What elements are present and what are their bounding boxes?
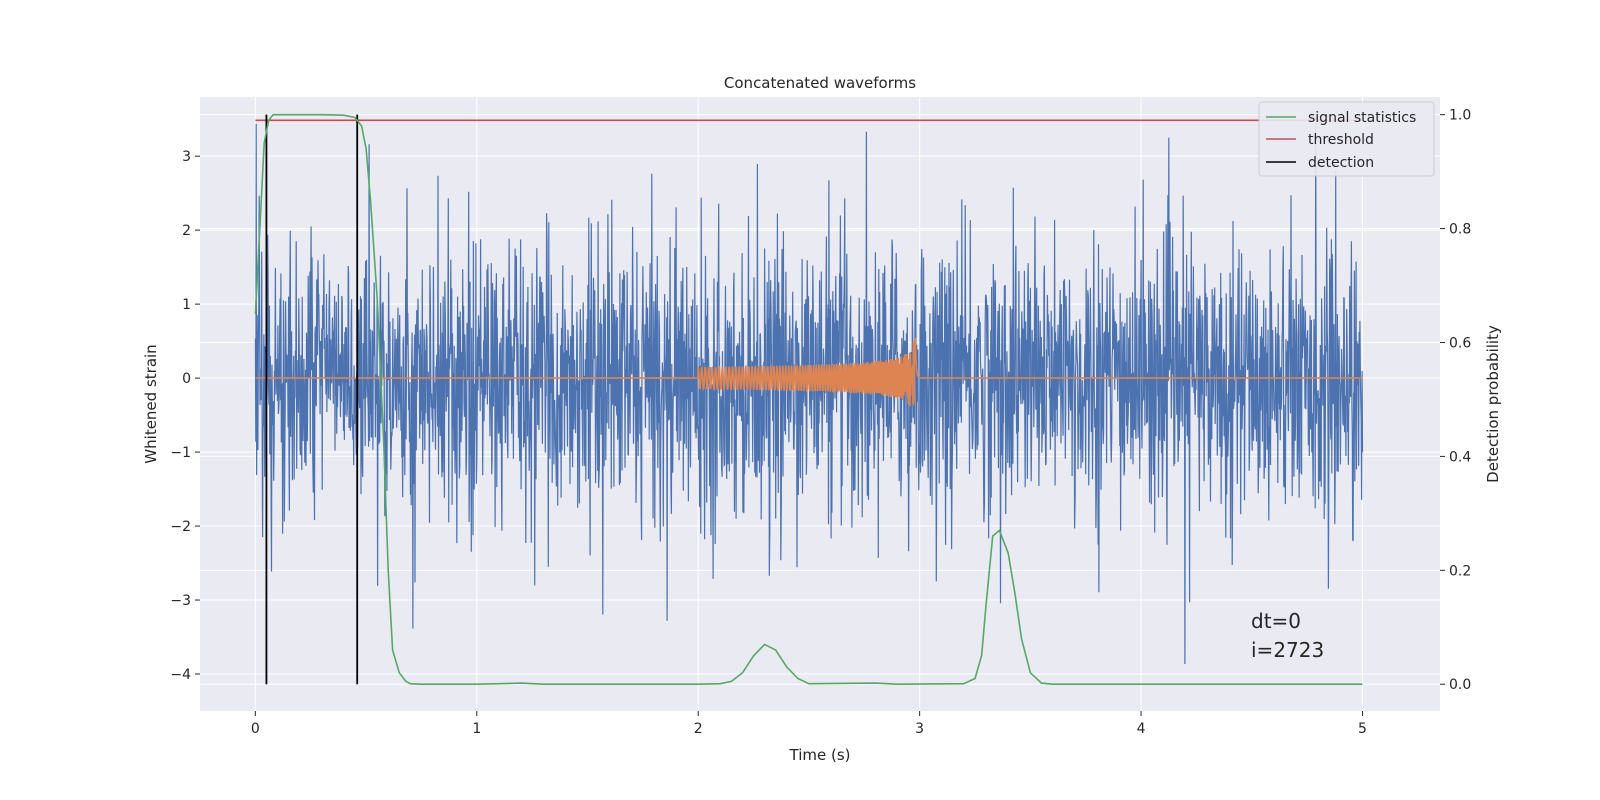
x-tick-label: 5 — [1358, 721, 1367, 737]
axes: 0 1 2 3 4 5 −4 −3 −2 −1 0 1 2 3 0.0 0.2 0.4 0.6 0.8 1.0 — [170, 108, 1471, 737]
y2-tick-label: 0.4 — [1449, 449, 1471, 465]
signal-statistics-line — [254, 113, 1363, 686]
chart-title: Concatenated waveforms — [724, 74, 916, 92]
y2-tick-label: 0.6 — [1449, 335, 1471, 351]
legend-box — [1258, 101, 1435, 177]
x-tick-label: 2 — [694, 721, 703, 737]
legend-label-signal-statistics: signal statistics — [1308, 110, 1416, 126]
detection-series — [265, 114, 359, 685]
y2-axis-label: Detection probability — [1484, 325, 1502, 483]
injection-series — [255, 337, 1363, 407]
y2-tick-label: 0.2 — [1449, 563, 1471, 579]
x-tick-label: 4 — [1137, 721, 1146, 737]
y2-tick-label: 1.0 — [1449, 108, 1471, 124]
y-tick-label: −1 — [170, 445, 191, 461]
y-tick-label: −2 — [170, 519, 191, 535]
x-tick-label: 0 — [251, 721, 260, 737]
legend-label-detection: detection — [1308, 155, 1374, 171]
y2-tick-label: 0.8 — [1449, 222, 1471, 238]
x-tick-label: 1 — [472, 721, 481, 737]
y-tick-label: −3 — [170, 593, 191, 609]
y-tick-label: 2 — [182, 223, 191, 239]
y-tick-label: 1 — [182, 297, 191, 313]
x-axis-label: Time (s) — [789, 746, 851, 764]
legend-label-threshold: threshold — [1308, 132, 1374, 148]
x-tick-label: 3 — [915, 721, 924, 737]
y2-tick-label: 0.0 — [1449, 677, 1471, 693]
y-tick-label: −4 — [170, 667, 191, 683]
y-tick-label: 3 — [182, 149, 191, 165]
annotation-dt: dt=0 — [1251, 609, 1301, 633]
signal-statistics-series — [254, 113, 1363, 686]
y-tick-label: 0 — [182, 371, 191, 387]
annotation: dt=0 i=2723 — [1251, 609, 1324, 662]
annotation-index: i=2723 — [1251, 638, 1324, 662]
injection-line — [255, 337, 1363, 407]
legend: signal statistics threshold detection — [1258, 101, 1435, 177]
y-axis-label: Whitened strain — [142, 344, 160, 463]
